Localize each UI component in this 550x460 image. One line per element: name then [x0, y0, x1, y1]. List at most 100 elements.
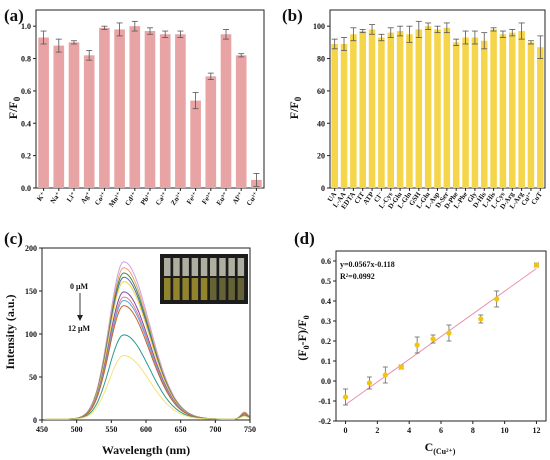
panel-a-plot: 0.0 0.2 0.4 0.6 0.8 1.0 K⁺ Na⁺ Li⁺ Ag⁺ Co²⁺ Mn²⁺ Cd²…: [21, 9, 265, 208]
panel-a-bar: [190, 100, 201, 188]
panel-a-bar: [175, 34, 186, 188]
concentration-arrowhead: [77, 315, 83, 321]
panel-a-ytick-label: 0.0: [21, 184, 31, 193]
panel-b-bar: [396, 31, 404, 189]
panel-b-bar: [509, 32, 516, 189]
panel-a-bar: [114, 29, 125, 188]
cuvette-top: [182, 258, 189, 276]
panel-a: (a) 0.0 0.2 0.4 0.6 0.8 1.0 K⁺ Na⁺ Li⁺ Ag⁺ Co²⁺ Mn²…: [4, 6, 265, 208]
data-point: [533, 262, 540, 268]
panel-c-ytick-label: 150: [25, 287, 37, 296]
cuvette-row: [164, 258, 245, 300]
panel-a-category-label: Zn²⁺: [169, 190, 184, 207]
panel-d-ytick-label: 0.6: [321, 257, 331, 266]
cuvette-top: [200, 258, 208, 276]
panel-b-bar: [368, 29, 376, 188]
panel-d-ytick-label: -0.1: [318, 397, 331, 406]
panel-b-ytick-label: 20: [317, 152, 325, 161]
panel-a-category-label: Al³⁺: [231, 190, 245, 205]
panel-d: (d) 0 2 4 6 8 10 12-0.2-0.10.00.10.20.30.40.50…: [294, 229, 547, 456]
cuvette-top: [164, 258, 171, 276]
panel-d-plot: 0 2 4 6 8 10 12 -0.2 -0.1 0.0 0.1 0.2 0.3 0.4 0.5 0.6 y=…: [318, 250, 547, 435]
panel-d-xlabel: C(Cu²⁺): [425, 440, 456, 456]
panel-d-ytick-label: 0.2: [321, 337, 331, 346]
panel-a-bar: [129, 26, 141, 188]
cuvette-bottom: [210, 278, 217, 300]
panel-d-ylabel: (F0-F)/F0: [295, 315, 311, 360]
panel-b-bar: [490, 29, 497, 188]
panel-c-ylabel: Intensity (a.u.): [3, 294, 17, 369]
cuvette-bottom: [200, 278, 208, 300]
panel-d-xtick-label: 2: [375, 426, 379, 435]
panel-a-category-label: Pb²⁺: [139, 190, 154, 206]
panel-b-category-label: CuT: [530, 190, 545, 206]
panel-c-xtick-label: 700: [209, 425, 221, 434]
panel-b-bar: [462, 37, 469, 188]
data-point: [382, 372, 388, 378]
data-point: [478, 316, 484, 322]
panel-a-ytick-label: 1.0: [21, 22, 31, 31]
panel-c: (c) 450 500 550 600 650 700 750 0 50 100 150 200 0 μ…: [3, 229, 256, 457]
data-point: [342, 394, 349, 400]
cuvette-bottom: [182, 278, 189, 300]
data-point: [414, 342, 420, 348]
panel-b-bar: [387, 32, 395, 189]
panel-d-ytick-label: -0.2: [318, 417, 331, 426]
panel-b-bar: [452, 42, 460, 189]
panel-c-xtick-label: 650: [175, 425, 187, 434]
panel-c-ytick-label: 0: [33, 416, 37, 425]
panel-d-xtick-label: 4: [407, 426, 411, 435]
panel-d-ytick-label: 0.0: [321, 377, 331, 386]
panel-b-bar: [350, 34, 357, 188]
panel-a-category-label: Ca²⁺: [154, 190, 169, 207]
panel-a-bar: [68, 42, 80, 189]
data-point: [366, 380, 373, 386]
cuvette-bottom: [219, 278, 226, 300]
panel-a-category-label: Eu³⁺: [215, 190, 230, 207]
panel-c-ytick-label: 100: [25, 330, 37, 339]
panel-b-bar: [359, 31, 366, 189]
panel-d-xtick-label: 10: [501, 426, 509, 435]
panel-b-ytick-label: 0: [321, 184, 325, 193]
panel-b-bar: [499, 34, 507, 188]
panel-a-category-label: Co²⁺: [93, 190, 108, 207]
panel-a-bar: [38, 37, 49, 188]
panel-a-category-label: Na⁺: [49, 190, 63, 205]
panel-a-category-label: Li⁺: [65, 190, 78, 203]
panel-d-ytick-label: 0.5: [321, 277, 331, 286]
panel-b-bar: [406, 34, 413, 188]
panel-d-xtick-label: 0: [344, 426, 348, 435]
panel-b-bar: [518, 31, 525, 189]
panel-a-ylabel: F/F0: [6, 96, 22, 119]
cuvette-top: [173, 258, 180, 276]
annotation-12um: 12 μM: [68, 324, 91, 333]
data-point: [494, 296, 500, 302]
panel-d-ytick-label: 0.3: [321, 317, 331, 326]
cuvette-top: [191, 258, 199, 276]
panel-c-ytick-label: 200: [25, 244, 37, 253]
panel-b-ytick-label: 100: [313, 22, 325, 31]
panel-a-label: (a): [4, 6, 24, 25]
panel-b-bar: [480, 40, 488, 188]
cuvette-top: [219, 258, 226, 276]
panel-a-category-label: Mn²⁺: [107, 190, 123, 208]
panel-b: (b) 020406080100UAL-AAEDTACITATPCl⁻L-Cys…: [282, 6, 546, 211]
panel-d-xtick-label: 12: [532, 426, 540, 435]
panel-b-bar: [527, 42, 535, 189]
panel-c-xtick-label: 450: [36, 425, 48, 434]
panel-c-xtick-label: 600: [140, 425, 152, 434]
panel-b-bar: [537, 47, 544, 188]
spectrum-line: [45, 354, 250, 420]
fit-equation: y=0.0567x-0.118: [340, 260, 395, 269]
annotation-0um: 0 μM: [70, 282, 89, 291]
panel-a-category-label: Fe²⁺: [185, 190, 199, 206]
panel-a-bar: [235, 55, 247, 189]
panel-b-bar: [443, 27, 451, 188]
panel-b-bar: [340, 43, 348, 189]
panel-b-bar: [471, 37, 479, 188]
panel-b-bar: [331, 43, 338, 189]
panel-d-xtick-label: 6: [439, 426, 443, 435]
panel-b-ylabel: F/F0: [287, 96, 303, 119]
panel-b-ytick-label: 60: [317, 87, 325, 96]
